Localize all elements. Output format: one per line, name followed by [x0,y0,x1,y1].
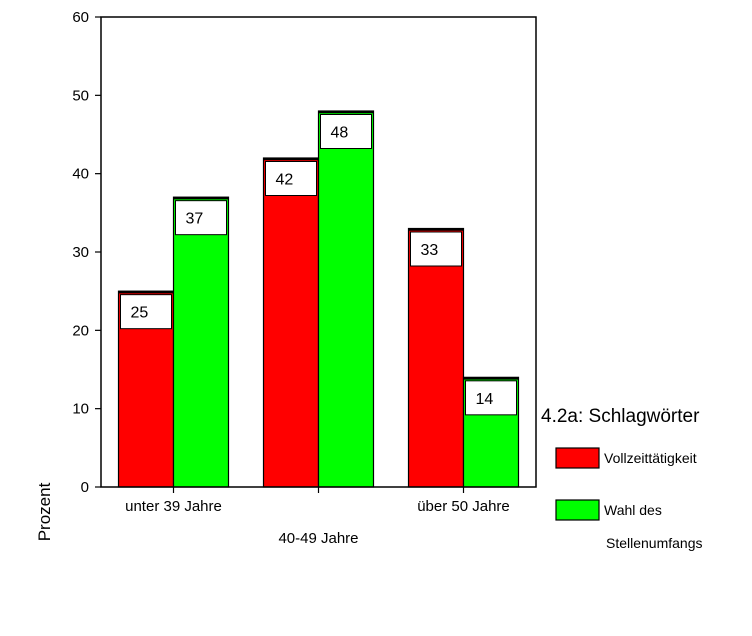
legend-title: 4.2a: Schlagwörter [541,406,700,427]
data-label-box [120,294,172,330]
x-category-label: unter 39 Jahre [125,498,222,515]
data-label-box [320,114,372,149]
data-label: 25 [131,305,149,322]
data-label-box [175,200,227,236]
x-category-label: 40-49 Jahre [278,530,358,547]
bar-vollzeit [262,157,320,488]
bar-stellenumfang [317,110,375,488]
data-label-box [465,380,517,416]
y-tick-label: 30 [72,244,89,261]
data-label: 37 [186,211,204,228]
legend: 4.2a: Schlagwörter Vollzeittätigkeit Wahl … [541,406,703,551]
y-tick-label: 60 [72,9,89,26]
y-axis-title: Prozent [35,482,54,541]
legend-label: Stellenumfangs [606,535,703,551]
y-tick-label: 50 [72,87,89,104]
legend-label: Wahl des [604,502,662,518]
legend-swatch-vollzeit [555,447,600,469]
data-label: 42 [276,172,294,189]
data-labels-layer: 25 42 33 37 48 14 [120,114,517,416]
y-tick-label: 20 [72,322,89,339]
bar-vollzeit [407,227,465,488]
axes-layer: 0 10 20 30 40 50 60 unter 39 Jahre 40-49 Jahre üb… [35,9,537,547]
data-label-box [410,231,462,267]
bar-stellenumfang [172,196,230,488]
legend-label: Vollzeittätigkeit [604,450,697,466]
data-label-box [265,161,317,196]
legend-swatch-stellenumfang [555,499,600,521]
y-tick-label: 0 [81,479,89,496]
data-label: 14 [476,391,494,408]
data-label: 48 [331,125,349,142]
bars-layer [117,110,520,488]
y-tick-label: 10 [72,401,89,418]
y-tick-label: 40 [72,166,89,183]
x-category-label: über 50 Jahre [417,498,510,515]
data-label: 33 [421,242,439,259]
